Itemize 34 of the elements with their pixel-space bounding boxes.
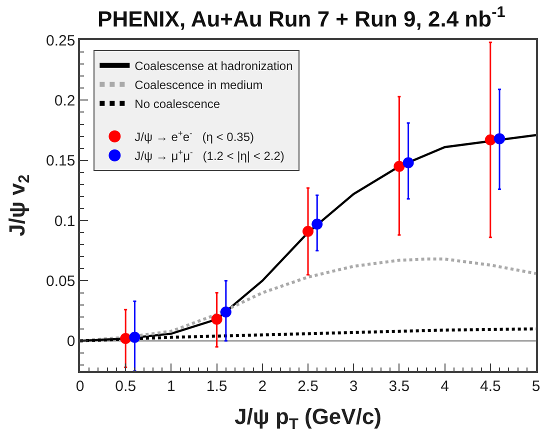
point — [402, 157, 414, 168]
point — [302, 226, 314, 237]
y-tick-label: 0.05 — [46, 272, 76, 290]
point — [494, 133, 506, 144]
x-tick-label: 1 — [167, 378, 176, 395]
point — [312, 218, 323, 230]
line-series — [80, 258, 536, 342]
legend-label: No coalescence — [134, 97, 220, 112]
x-tick-label: 0.5 — [115, 378, 136, 395]
x-tick-label: 4.5 — [480, 378, 501, 395]
legend-label: Coalescense at hadronization — [134, 59, 293, 74]
x-tick-label: 2.5 — [298, 378, 318, 395]
point — [484, 134, 496, 146]
x-tick-label: 5 — [532, 378, 540, 395]
legend-label: J/ψ → μ$^{+}$μ$^{-}$ (1.2 < |η| < 2.2) — [134, 147, 284, 164]
chart-title: PHENIX, Au+Au Run 7 + Run 9, 2.4 nb$^{-1}$ — [98, 4, 506, 32]
x-tick-label: 1.5 — [206, 378, 228, 395]
point — [211, 314, 222, 325]
legend-label: J/ψ → e$^{+}$e$^{-}$ (η < 0.35) — [134, 128, 254, 144]
point — [120, 333, 132, 344]
x-axis-title: J/ψ p$_{T}$ (GeV/c) — [234, 404, 382, 433]
x-tick-label: 2 — [258, 378, 267, 395]
y-tick-label: 0.25 — [46, 32, 76, 50]
x-tick-label: 4 — [440, 378, 449, 395]
x-tick-label: 3 — [349, 378, 358, 395]
point — [220, 306, 232, 318]
y-tick-label: 0.1 — [54, 212, 76, 230]
y-tick-label: 0.15 — [46, 152, 76, 170]
point — [394, 160, 405, 172]
legend-label: Coalescence in medium — [134, 78, 263, 92]
point — [129, 332, 140, 343]
y-tick-label: 0.2 — [54, 92, 76, 110]
y-tick-label: 0 — [66, 333, 76, 350]
x-tick-label: 3.5 — [388, 378, 410, 395]
